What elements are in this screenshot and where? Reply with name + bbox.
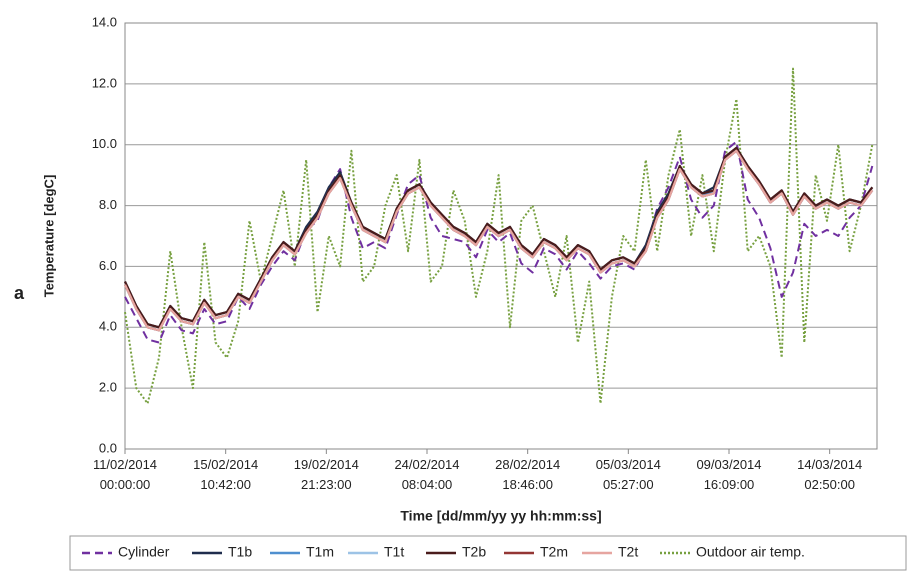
y-tick-label: 12.0 <box>92 75 117 90</box>
series-line <box>124 149 874 332</box>
x-tick-label: 28/02/2014 18:46:00 <box>495 457 560 492</box>
y-tick-label: 6.0 <box>99 258 117 273</box>
legend-label: T1m <box>306 544 334 560</box>
legend-label: T2m <box>540 544 568 560</box>
legend-label: Outdoor air temp. <box>696 544 805 560</box>
series-line <box>124 140 874 344</box>
legend-label: T2t <box>618 544 638 560</box>
series-line <box>124 149 874 332</box>
x-tick-label: 09/03/2014 16:09:00 <box>696 457 761 492</box>
x-tick-label: 19/02/2014 21:23:00 <box>294 457 359 492</box>
legend-label: T2b <box>462 544 486 560</box>
panel-label: a <box>14 283 25 303</box>
x-tick-label: 15/02/2014 10:42:00 <box>193 457 258 492</box>
y-tick-label: 0.0 <box>99 440 117 455</box>
series-line <box>124 149 874 332</box>
legend-label: Cylinder <box>118 544 170 560</box>
y-tick-label: 10.0 <box>92 136 117 151</box>
x-tick-label: 24/02/2014 08:04:00 <box>394 457 459 492</box>
x-tick-label: 14/03/2014 02:50:00 <box>797 457 862 492</box>
legend-label: T1t <box>384 544 404 560</box>
series-line <box>124 149 874 332</box>
x-tick-label: 11/02/2014 00:00:00 <box>93 457 157 492</box>
y-tick-label: 4.0 <box>99 319 117 334</box>
x-axis-label: Time [dd/mm/yy yy hh:mm:ss] <box>400 508 601 524</box>
x-tick-label: 05/03/2014 05:27:00 <box>596 457 661 492</box>
y-tick-label: 2.0 <box>99 380 117 395</box>
series-line <box>124 146 874 329</box>
y-tick-label: 14.0 <box>92 14 117 29</box>
plot-border <box>124 22 878 450</box>
series-line <box>124 67 874 405</box>
y-tick-label: 8.0 <box>99 197 117 212</box>
legend-label: T1b <box>228 544 252 560</box>
legend-box <box>69 535 907 571</box>
y-axis-label: Temperature [degC] <box>41 175 56 298</box>
